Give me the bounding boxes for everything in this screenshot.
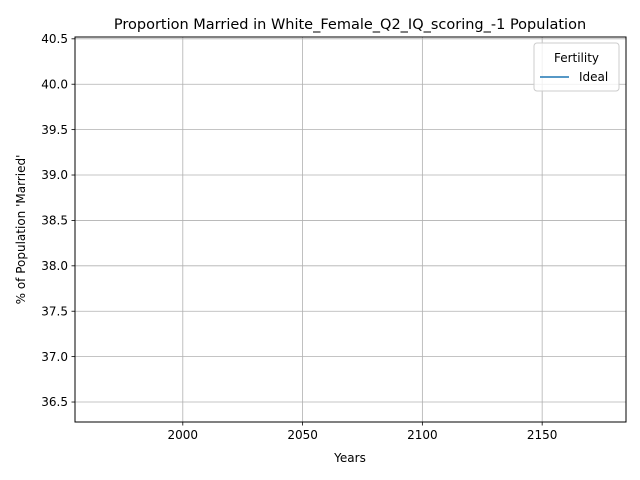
legend-label-ideal: Ideal xyxy=(579,70,608,84)
y-tick-label: 37.5 xyxy=(41,304,68,318)
plot-area-frame xyxy=(74,36,627,423)
legend-box xyxy=(533,42,620,92)
y-tick-label: 39.5 xyxy=(41,123,68,137)
y-tick-label: 36.5 xyxy=(41,395,68,409)
grid xyxy=(75,37,626,422)
x-tick-label: 2000 xyxy=(168,428,199,442)
legend: Fertility Ideal xyxy=(533,42,620,92)
x-tick-label: 2100 xyxy=(407,428,438,442)
y-tick-label: 38.5 xyxy=(41,214,68,228)
y-tick-label: 37.0 xyxy=(41,350,68,364)
x-tick-label: 2150 xyxy=(527,428,558,442)
x-tick-label: 2050 xyxy=(287,428,318,442)
y-tick-label: 40.5 xyxy=(41,32,68,46)
y-axis-label: % of Population 'Married' xyxy=(14,155,28,305)
x-axis: 2000 2050 2100 2150 xyxy=(168,422,558,442)
chart-title: Proportion Married in White_Female_Q2_IQ… xyxy=(114,17,586,33)
y-tick-label: 40.0 xyxy=(41,77,68,91)
y-axis: 36.5 37.0 37.5 38.0 38.5 39.0 39.5 40.0 40.5 xyxy=(41,32,75,409)
y-tick-label: 38.0 xyxy=(41,259,68,273)
y-tick-label: 39.0 xyxy=(41,168,68,182)
x-axis-label: Years xyxy=(333,451,366,465)
legend-title: Fertility xyxy=(554,51,599,65)
